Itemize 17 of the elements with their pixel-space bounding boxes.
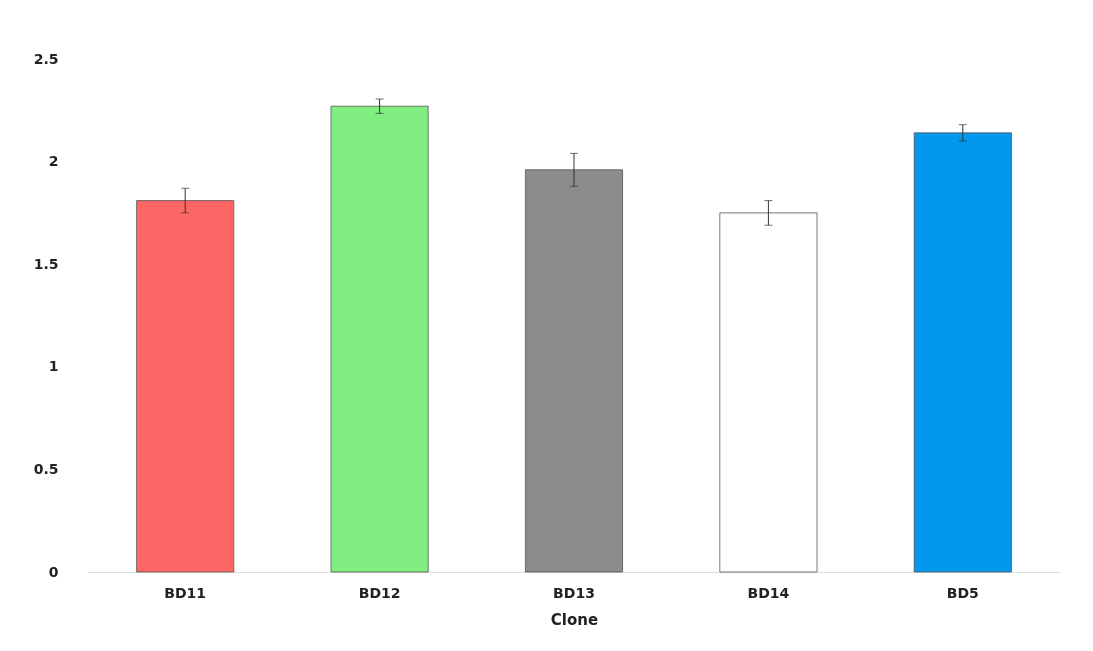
y-tick-label: 2 bbox=[48, 153, 59, 170]
bar bbox=[913, 132, 1012, 573]
x-tick-label: BD14 bbox=[747, 584, 790, 601]
bar bbox=[525, 169, 623, 573]
x-tick-label: BD12 bbox=[358, 584, 401, 601]
bar bbox=[719, 212, 818, 573]
x-tick-label: BD13 bbox=[553, 584, 595, 601]
y-tick-label: 0 bbox=[48, 563, 59, 580]
y-tick-label: 0.5 bbox=[33, 460, 59, 477]
y-tick-label: 1.5 bbox=[33, 255, 59, 272]
x-tick-label: BD11 bbox=[164, 584, 207, 601]
bar bbox=[136, 200, 235, 573]
x-tick-label: BD5 bbox=[946, 584, 979, 601]
x-axis-title: Clone bbox=[550, 610, 599, 629]
y-tick-label: 2.5 bbox=[33, 50, 59, 67]
bar bbox=[330, 105, 429, 573]
y-tick-label: 1 bbox=[48, 358, 59, 375]
